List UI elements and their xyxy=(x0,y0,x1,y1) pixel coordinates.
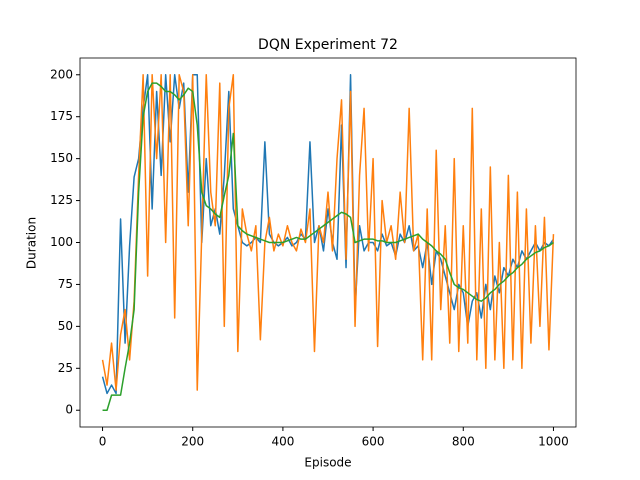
y-tick-label: 150 xyxy=(50,151,73,165)
x-tick-label: 400 xyxy=(271,435,294,449)
y-tick-label: 100 xyxy=(50,235,73,249)
x-tick-label: 1000 xyxy=(538,435,569,449)
y-tick-label: 50 xyxy=(58,319,73,333)
plot-frame xyxy=(79,57,577,428)
x-tick-label: 200 xyxy=(181,435,204,449)
y-tick-label: 125 xyxy=(50,193,73,207)
x-tick-label: 800 xyxy=(452,435,475,449)
series-line xyxy=(101,74,555,391)
series-line xyxy=(102,82,554,411)
y-tick-label: 25 xyxy=(58,361,73,375)
x-tick-label: 0 xyxy=(99,435,107,449)
y-axis-label: Duration xyxy=(25,217,39,269)
x-tick-label: 600 xyxy=(362,435,385,449)
chart-title: DQN Experiment 72 xyxy=(258,37,398,53)
x-axis-label: Episode xyxy=(304,456,351,470)
y-tick-label: 175 xyxy=(50,109,73,123)
y-tick-label: 75 xyxy=(58,277,73,291)
y-tick-label: 0 xyxy=(65,403,73,417)
y-tick-label: 200 xyxy=(50,67,73,81)
